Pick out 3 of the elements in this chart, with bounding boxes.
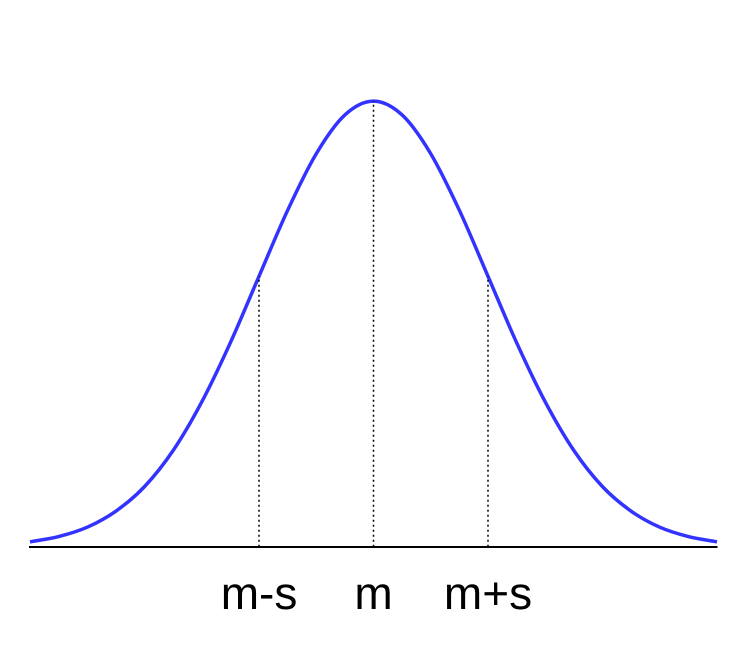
x-tick-label: m+s (444, 567, 532, 620)
x-tick-label: m-s (220, 567, 298, 620)
x-tick-label: m (354, 567, 393, 620)
